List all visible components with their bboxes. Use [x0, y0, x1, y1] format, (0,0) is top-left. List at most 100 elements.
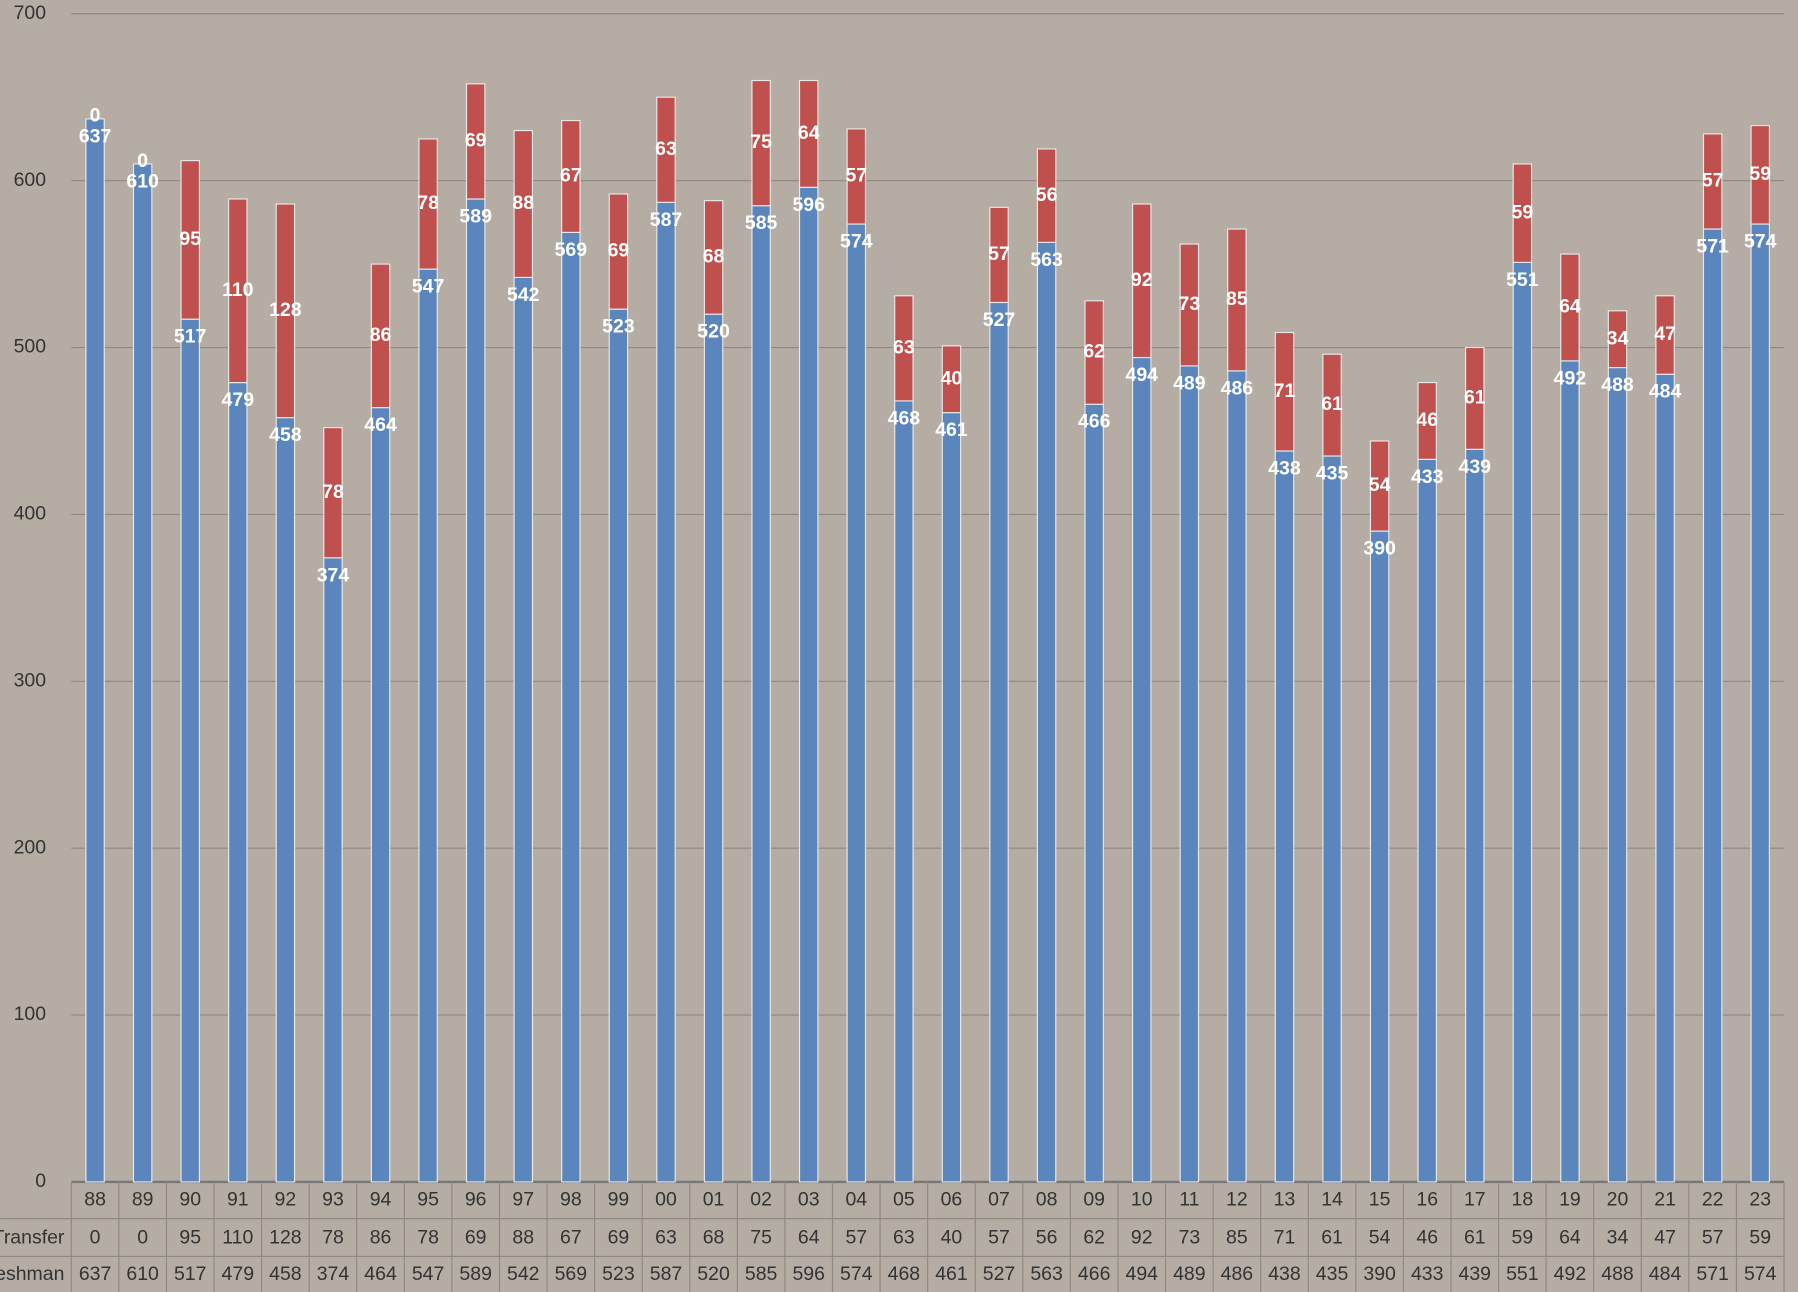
bar-segment: [894, 400, 914, 1183]
table-cell: 75: [750, 1226, 772, 1248]
table-cell: 551: [1506, 1263, 1538, 1285]
table-cell: 438: [1268, 1263, 1300, 1285]
bar-segment: [1132, 203, 1152, 359]
table-cell: 57: [988, 1226, 1010, 1248]
table-cell: 523: [602, 1263, 634, 1285]
data-label: 34: [1607, 327, 1629, 349]
data-label: 57: [845, 165, 867, 187]
table-cell: 479: [222, 1263, 254, 1285]
table-cell: 67: [560, 1226, 582, 1248]
data-label: 63: [893, 336, 915, 358]
bar-segment: [1512, 261, 1533, 1183]
bar-segment: [1655, 373, 1675, 1183]
bar-segment: [561, 119, 581, 233]
x-tick-label: 91: [227, 1188, 249, 1210]
x-tick-label: 00: [655, 1188, 677, 1210]
data-label: 59: [1749, 163, 1771, 185]
x-tick-label: 21: [1654, 1188, 1676, 1210]
table-cell: 488: [1601, 1263, 1633, 1285]
data-label: 69: [465, 130, 487, 152]
x-tick-label: 09: [1083, 1188, 1105, 1210]
data-label: 574: [840, 231, 873, 253]
table-cell: 585: [745, 1263, 778, 1285]
bar-segment: [846, 128, 867, 225]
table-cell: 88: [512, 1226, 534, 1248]
table-cell: 73: [1178, 1226, 1200, 1248]
data-label: 527: [983, 309, 1015, 331]
table-cell: 596: [792, 1263, 824, 1285]
bar-segment: [228, 381, 248, 1183]
data-label: 517: [174, 326, 206, 348]
table-cell: 637: [79, 1263, 111, 1285]
data-label: 47: [1654, 323, 1676, 345]
table-cell: 59: [1749, 1226, 1771, 1248]
bar-segment: [846, 223, 867, 1183]
bar-segment: [1274, 331, 1295, 452]
x-tick-label: 96: [465, 1188, 487, 1210]
data-label: 458: [269, 424, 302, 446]
data-label: 88: [512, 192, 534, 214]
table-cell: 47: [1654, 1226, 1676, 1248]
bar-segment: [798, 79, 819, 188]
x-tick-label: 15: [1369, 1188, 1391, 1210]
bar-segment: [465, 83, 486, 200]
bar-segment: [1465, 346, 1485, 450]
x-tick-label: 97: [512, 1188, 534, 1210]
table-cell: 63: [893, 1226, 915, 1248]
data-label: 61: [1464, 387, 1486, 409]
data-label: 479: [222, 389, 255, 411]
x-tick-label: 04: [845, 1188, 867, 1210]
x-tick-label: 14: [1321, 1188, 1343, 1210]
table-cell: 563: [1030, 1263, 1062, 1285]
x-tick-label: 22: [1702, 1188, 1724, 1210]
bar-segment: [1179, 243, 1200, 367]
bar-segment: [1227, 370, 1247, 1183]
data-label: 67: [560, 165, 582, 187]
table-cell: 92: [1131, 1226, 1153, 1248]
data-label: 54: [1369, 474, 1391, 496]
table-cell: 542: [507, 1263, 539, 1285]
table-cell: 587: [650, 1263, 682, 1285]
data-label: 390: [1363, 538, 1396, 560]
x-tick-label: 03: [798, 1188, 820, 1210]
bar-segment: [989, 206, 1009, 304]
table-cell: 110: [222, 1226, 253, 1248]
table-cell: 527: [983, 1263, 1015, 1285]
data-label: 610: [126, 170, 159, 192]
bar-segment: [275, 417, 296, 1183]
x-tick-label: 18: [1512, 1188, 1534, 1210]
x-tick-label: 05: [893, 1188, 915, 1210]
data-label: 59: [1512, 201, 1534, 223]
data-label: 468: [888, 407, 921, 429]
table-cell: 62: [1083, 1226, 1105, 1248]
data-label: 637: [79, 125, 111, 147]
table-cell: 464: [364, 1263, 397, 1285]
bar-segment: [1655, 295, 1675, 375]
bar-segment: [608, 308, 629, 1183]
table-cell: 547: [412, 1263, 444, 1285]
bar-segment: [941, 345, 962, 414]
bar-segment: [132, 163, 153, 1183]
y-tick-label: 100: [14, 1003, 47, 1025]
data-label: 75: [750, 131, 772, 153]
bar-segment: [1274, 450, 1295, 1183]
x-tick-label: 89: [132, 1188, 154, 1210]
data-label: 56: [1036, 184, 1058, 206]
bar-segment: [1560, 253, 1580, 362]
bar-segment: [703, 200, 724, 315]
table-cell: 439: [1459, 1263, 1491, 1285]
bar-segment: [85, 118, 105, 1183]
x-tick-label: 99: [608, 1188, 630, 1210]
bar-segment: [751, 79, 771, 207]
table-cell: 0: [90, 1226, 101, 1248]
table-cell: 390: [1363, 1263, 1396, 1285]
bar-segment: [751, 205, 771, 1183]
data-label: 461: [935, 419, 968, 441]
table-cell: 492: [1554, 1263, 1586, 1285]
bar-segment: [513, 276, 534, 1183]
bar-segment: [1417, 458, 1437, 1183]
bar-segment: [989, 301, 1009, 1183]
bar-segment: [1322, 455, 1342, 1183]
data-label: 86: [370, 324, 392, 346]
